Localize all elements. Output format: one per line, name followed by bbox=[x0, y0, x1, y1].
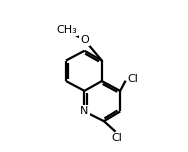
Text: O: O bbox=[80, 35, 89, 45]
Text: Cl: Cl bbox=[128, 74, 139, 84]
Text: N: N bbox=[80, 106, 89, 116]
Text: CH₃: CH₃ bbox=[57, 25, 77, 35]
Text: Cl: Cl bbox=[111, 133, 122, 143]
